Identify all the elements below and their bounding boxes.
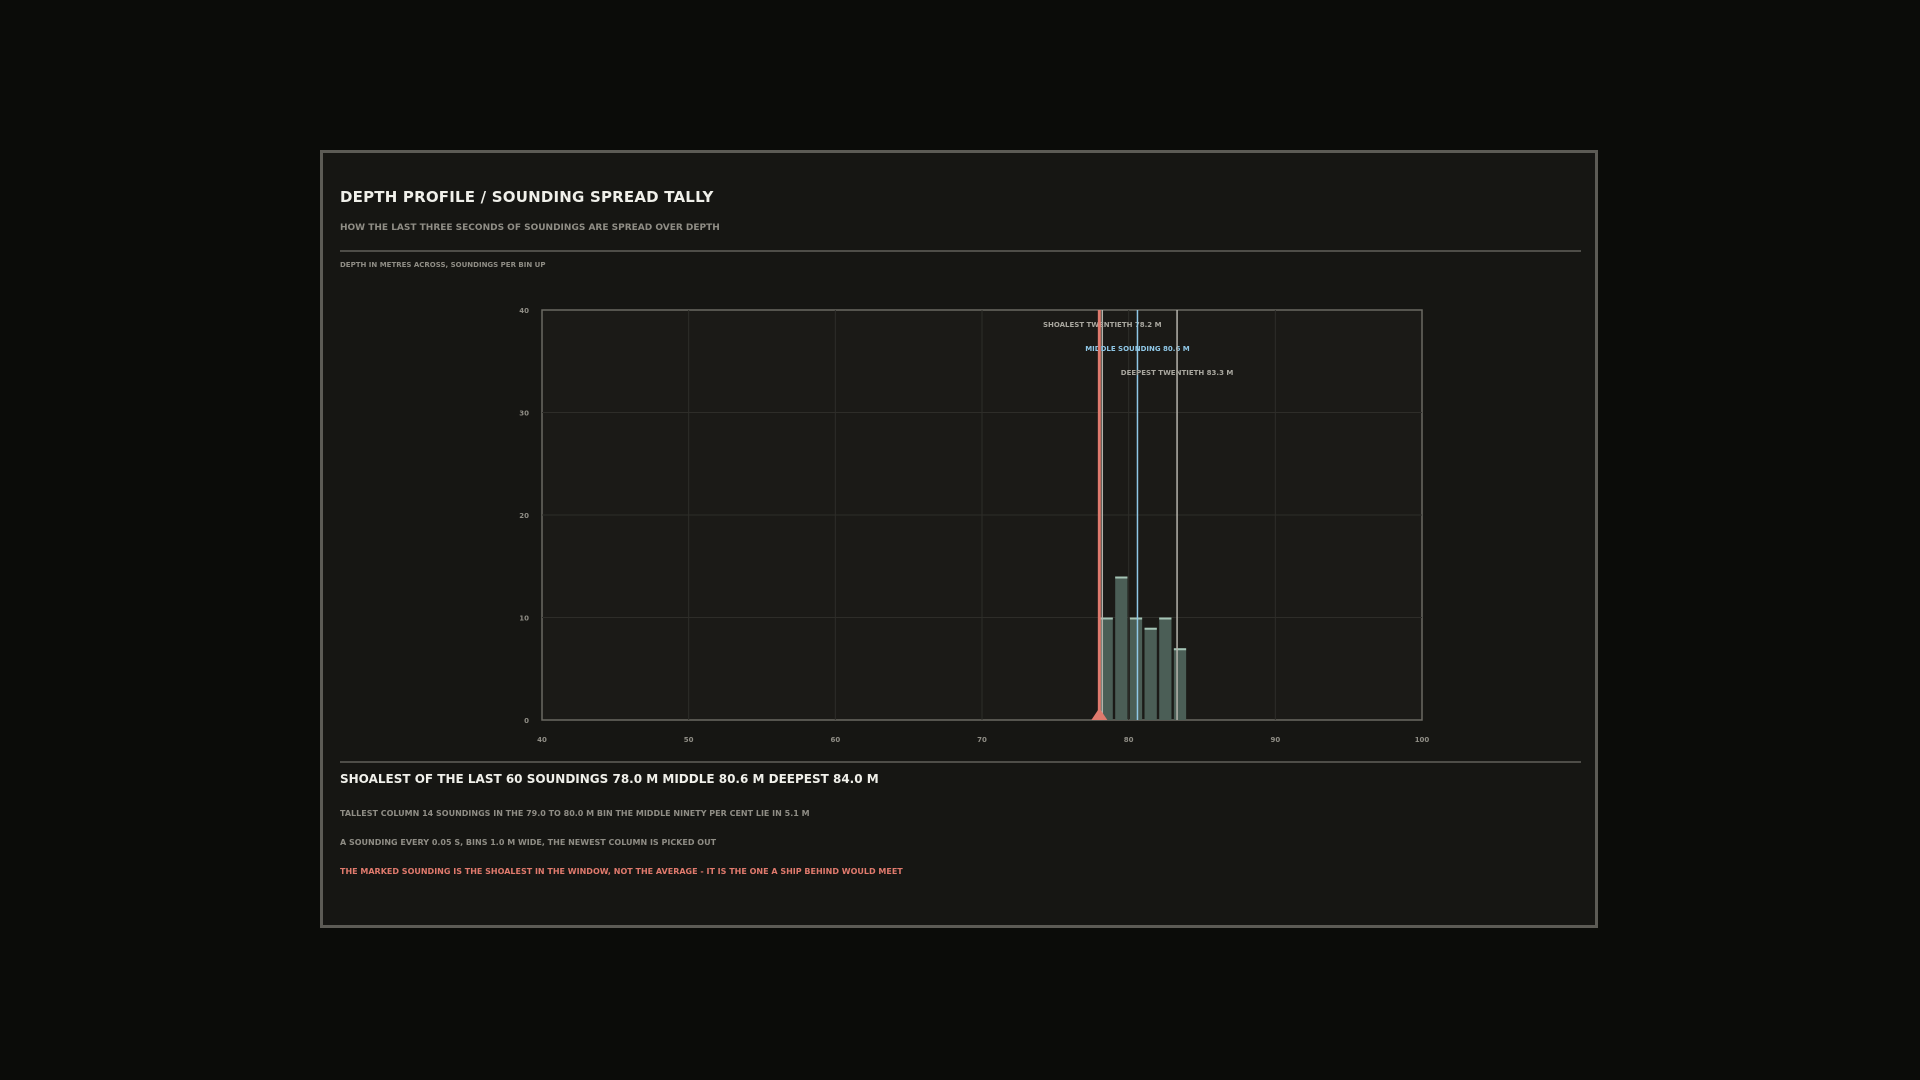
- x-tick-label: 40: [537, 736, 547, 744]
- header-divider: [340, 250, 1581, 252]
- x-tick-label: 70: [977, 736, 987, 744]
- x-tick-labels: 40 50 60 70 80 90 100: [537, 736, 1429, 744]
- histogram-bar: [1129, 617, 1143, 720]
- histogram-bar: [1173, 648, 1187, 720]
- sampling-note: A SOUNDING EVERY 0.05 S, BINS 1.0 M WIDE…: [340, 838, 717, 847]
- y-tick-label: 20: [519, 512, 529, 520]
- grid-lines: [542, 310, 1422, 720]
- histogram-bar: [1144, 627, 1157, 720]
- y-tick-label: 30: [519, 410, 529, 418]
- y-tick-label: 0: [524, 717, 529, 725]
- panel-title: DEPTH PROFILE / SOUNDING SPREAD TALLY: [340, 188, 714, 206]
- histogram-bar-cap: [1100, 617, 1113, 620]
- quantile-marker-label: SHOALEST TWENTIETH 78.2 M: [1043, 321, 1162, 329]
- histogram-bar: [1115, 576, 1128, 720]
- depth-profile-panel: DEPTH PROFILE / SOUNDING SPREAD TALLY HO…: [320, 150, 1598, 928]
- histogram-bar-cap: [1115, 576, 1128, 579]
- y-tick-label: 10: [519, 615, 529, 623]
- panel-subtitle: HOW THE LAST THREE SECONDS OF SOUNDINGS …: [340, 223, 720, 233]
- shoalest-sounding-marker-icon: [1091, 708, 1108, 720]
- histogram-bar-cap: [1159, 617, 1172, 620]
- histogram-bar: [1100, 617, 1113, 720]
- axis-note: DEPTH IN METRES ACROSS, SOUNDINGS PER BI…: [340, 261, 546, 269]
- x-tick-label: 80: [1124, 736, 1134, 744]
- x-tick-label: 90: [1270, 736, 1280, 744]
- footer-divider: [340, 761, 1581, 763]
- tallest-column-note: TALLEST COLUMN 14 SOUNDINGS IN THE 79.0 …: [340, 809, 810, 818]
- y-tick-labels: 0 10 20 30 40: [519, 307, 529, 725]
- quantile-markers: SHOALEST TWENTIETH 78.2 M MIDDLE SOUNDING…: [1043, 310, 1233, 720]
- quantile-marker-label: DEEPEST TWENTIETH 83.3 M: [1121, 369, 1234, 377]
- summary-stats: SHOALEST OF THE LAST 60 SOUNDINGS 78.0 M…: [340, 772, 879, 786]
- marked-sounding-warning: THE MARKED SOUNDING IS THE SHOALEST IN T…: [340, 867, 903, 876]
- x-tick-label: 100: [1415, 736, 1430, 744]
- y-tick-label: 40: [519, 307, 529, 315]
- histogram-bar-cap: [1129, 617, 1143, 620]
- histogram-bar-cap: [1173, 648, 1187, 651]
- x-tick-label: 50: [684, 736, 694, 744]
- quantile-marker-label: MIDDLE SOUNDING 80.6 M: [1085, 345, 1190, 353]
- histogram-bar-cap: [1144, 627, 1157, 630]
- x-tick-label: 60: [830, 736, 840, 744]
- histogram-bar: [1159, 617, 1172, 720]
- histogram-chart: SHOALEST TWENTIETH 78.2 M MIDDLE SOUNDING…: [519, 307, 1429, 744]
